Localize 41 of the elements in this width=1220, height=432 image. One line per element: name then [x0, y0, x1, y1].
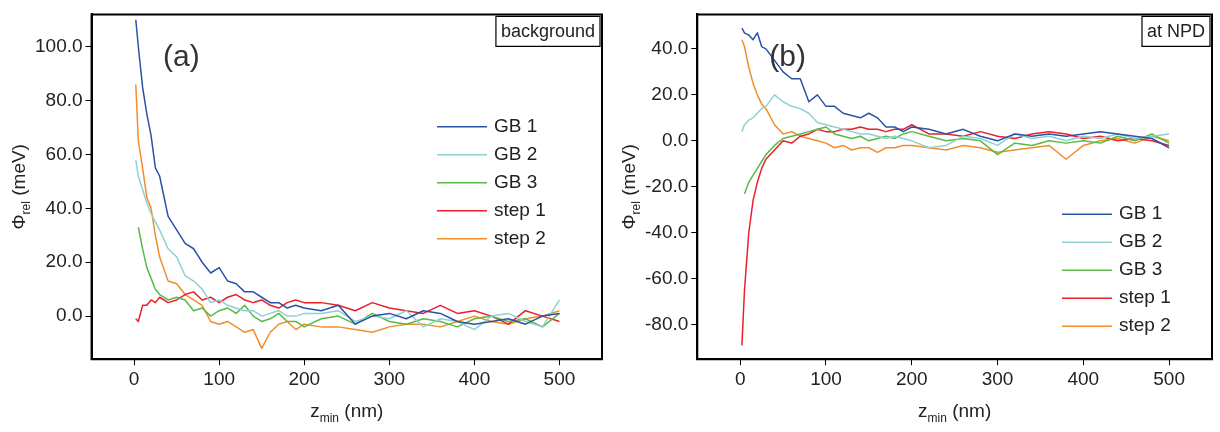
annotation: (b): [769, 38, 807, 72]
y-tick-label: 60.0: [45, 142, 83, 164]
y-tick-label: 80.0: [45, 88, 83, 110]
annotation: at NPD: [1146, 21, 1206, 42]
legend-label: GB 3: [1119, 258, 1163, 280]
y-axis-title: Φrel (meV): [8, 144, 33, 230]
x-tick-label: 300: [981, 367, 1014, 389]
y-tick-label: -80.0: [644, 312, 689, 334]
y-tick-label: -20.0: [644, 175, 689, 197]
legend-label: step 1: [494, 199, 546, 221]
legend-label: GB 1: [1119, 202, 1163, 224]
legend-label: step 1: [1119, 286, 1171, 308]
legend-label: GB 1: [494, 115, 538, 137]
x-tick-label: 0: [128, 367, 140, 389]
x-tick-label: 500: [543, 367, 576, 389]
annotation: (a): [163, 38, 200, 72]
x-tick-label: 200: [895, 367, 928, 389]
y-axis-title: Φrel (meV): [618, 144, 643, 230]
annotation: background: [500, 21, 596, 42]
y-tick-label: 0.0: [56, 304, 83, 326]
y-tick-label: 20.0: [45, 250, 83, 272]
legend-label: step 2: [1119, 314, 1171, 336]
y-tick-label: 40.0: [45, 196, 83, 218]
y-tick-label: 100.0: [35, 34, 83, 56]
legend-label: step 2: [494, 227, 546, 249]
x-tick-label: 400: [1067, 367, 1100, 389]
y-tick-label: 20.0: [651, 83, 689, 105]
x-tick-label: 100: [810, 367, 842, 389]
x-tick-label: 400: [458, 367, 491, 389]
x-tick-label: 0: [734, 367, 746, 389]
legend-label: GB 2: [1119, 230, 1163, 252]
y-tick-label: -40.0: [644, 221, 689, 243]
x-tick-label: 500: [1153, 367, 1185, 389]
y-tick-label: 40.0: [651, 37, 689, 59]
y-tick-label: -60.0: [644, 266, 689, 288]
x-tick-label: 300: [373, 367, 406, 389]
x-tick-label: 100: [203, 367, 236, 389]
legend-label: GB 3: [494, 171, 538, 193]
y-tick-label: 0.0: [661, 129, 689, 151]
x-tick-label: 200: [288, 367, 321, 389]
legend-label: GB 2: [494, 143, 538, 165]
